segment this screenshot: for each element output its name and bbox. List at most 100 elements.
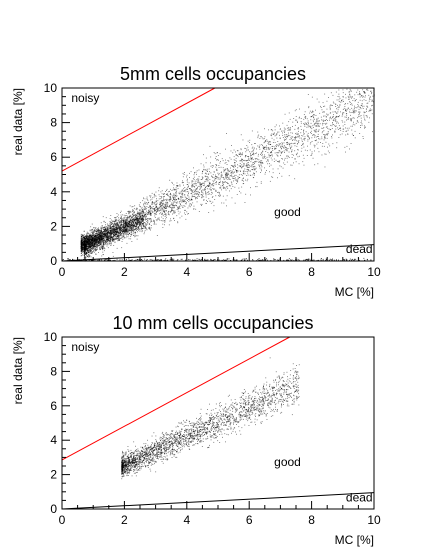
scatter-point (348, 98, 350, 100)
scatter-point (364, 118, 365, 120)
scatter-point (127, 229, 129, 231)
scatter-point (347, 95, 349, 97)
scatter-point (326, 100, 328, 102)
scatter-point (290, 143, 292, 145)
scatter-point (317, 163, 319, 165)
scatter-point (204, 183, 205, 185)
scatter-point (261, 155, 263, 156)
scatter-point (126, 242, 128, 244)
scatter-point (93, 233, 95, 235)
scatter-point (225, 182, 227, 183)
scatter-point (251, 151, 253, 153)
scatter-point (369, 98, 370, 100)
scatter-point (141, 219, 143, 220)
scatter-point (216, 164, 217, 166)
scatter-point (133, 223, 135, 225)
scatter-point (213, 210, 215, 212)
scatter-point (88, 254, 90, 256)
scatter-point (102, 232, 104, 234)
scatter-point (340, 111, 341, 113)
scatter-point (135, 215, 137, 217)
scatter-point (353, 121, 354, 123)
scatter-point (253, 167, 255, 169)
scatter-point (163, 194, 164, 195)
scatter-point (117, 235, 119, 237)
scatter-point (294, 128, 296, 130)
scatter-point (243, 177, 244, 179)
scatter-point (324, 166, 326, 168)
scatter-point (130, 230, 132, 232)
scatter-point (349, 96, 351, 98)
scatter-point (97, 237, 99, 239)
scatter-point (203, 199, 205, 200)
scatter-point (286, 124, 288, 126)
scatter-point (276, 146, 277, 147)
scatter-point (192, 180, 194, 182)
scatter-point (86, 234, 88, 236)
scatter-point (107, 236, 109, 238)
scatter-point (324, 115, 326, 117)
scatter-point (99, 243, 101, 245)
scatter-point (126, 219, 128, 221)
scatter-point (271, 151, 272, 152)
scatter-point (110, 242, 112, 244)
scatter-point (350, 104, 352, 105)
scatter-point (347, 118, 349, 120)
scatter-point (117, 232, 119, 234)
scatter-point (149, 211, 151, 213)
scatter-point (128, 221, 130, 222)
scatter-point (183, 194, 185, 196)
scatter-point (109, 218, 111, 219)
scatter-point (174, 189, 176, 191)
scatter-point (99, 237, 100, 239)
scatter-point (320, 107, 322, 108)
scatter-point (99, 238, 101, 240)
scatter-point (194, 196, 196, 198)
scatter-point (163, 207, 165, 209)
scatter-point (268, 141, 270, 142)
scatter-point (260, 172, 261, 173)
scatter-point (103, 236, 105, 238)
scatter-point (225, 172, 227, 173)
scatter-point (143, 209, 145, 210)
scatter-point (303, 114, 305, 115)
scatter-point (181, 194, 183, 195)
scatter-point (221, 189, 222, 191)
scatter-point (339, 97, 341, 99)
scatter-point (166, 203, 168, 205)
scatter-point (225, 178, 227, 180)
scatter-point (148, 209, 150, 211)
scatter-point (181, 201, 183, 203)
scatter-point (96, 240, 98, 241)
scatter-point (179, 184, 181, 186)
scatter-point (219, 187, 220, 189)
scatter-point (213, 165, 214, 167)
scatter-point (209, 179, 211, 180)
scatter-point (119, 222, 121, 224)
scatter-point (172, 203, 174, 205)
scatter-point (243, 170, 245, 172)
scatter-point (205, 157, 207, 159)
scatter-point (271, 133, 273, 135)
scatter-point (278, 161, 280, 163)
scatter-point (191, 189, 193, 191)
scatter-point (321, 138, 323, 140)
scatter-point (297, 141, 299, 142)
scatter-point (304, 149, 306, 151)
scatter-point (183, 191, 185, 192)
scatter-point (99, 238, 101, 240)
scatter-point (129, 212, 131, 213)
scatter-point (134, 231, 136, 233)
scatter-point (297, 149, 298, 151)
scatter-point (196, 197, 198, 198)
scatter-point (101, 242, 103, 244)
scatter-point (108, 230, 109, 232)
scatter-point (332, 111, 334, 113)
scatter-point (119, 225, 121, 227)
scatter-point (325, 116, 327, 118)
scatter-point (254, 160, 256, 162)
scatter-point (120, 222, 122, 224)
scatter-point (215, 164, 217, 165)
scatter-point (124, 218, 126, 220)
scatter-point (369, 96, 371, 98)
